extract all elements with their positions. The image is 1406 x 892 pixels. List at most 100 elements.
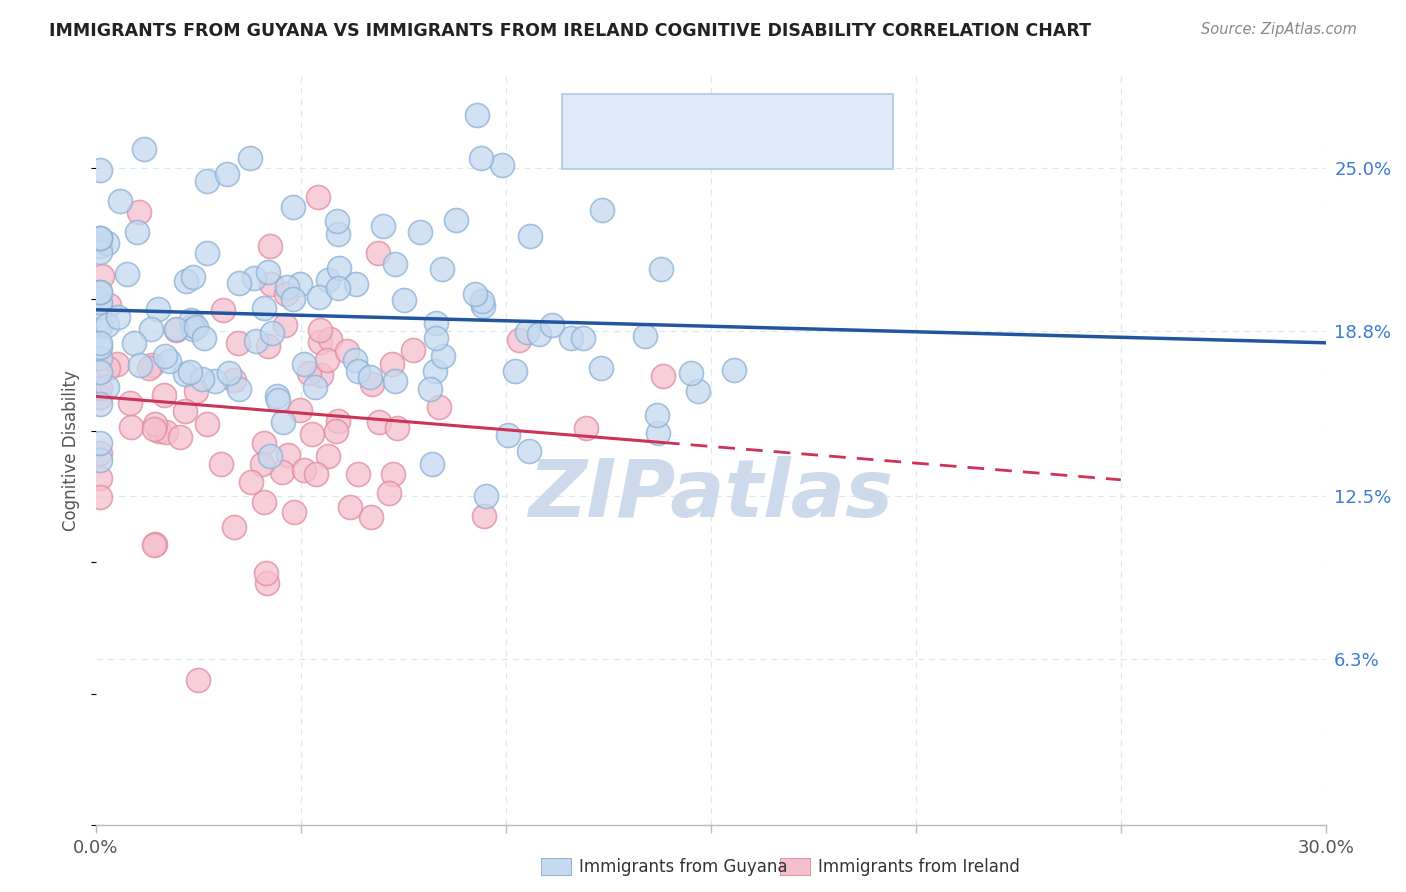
Y-axis label: Cognitive Disability: Cognitive Disability — [62, 370, 80, 531]
Point — [243, 271, 266, 285]
Text: Immigrants from Ireland: Immigrants from Ireland — [818, 858, 1021, 876]
Point — [253, 436, 276, 450]
Point — [89, 471, 111, 485]
Point — [89, 295, 111, 310]
Point — [540, 318, 562, 332]
Point — [527, 327, 550, 342]
Point — [97, 361, 120, 376]
Point — [359, 369, 381, 384]
Point — [181, 269, 204, 284]
Point — [305, 467, 328, 481]
Point — [89, 319, 111, 334]
Point — [120, 396, 142, 410]
Point — [384, 257, 406, 271]
Point — [89, 453, 111, 467]
Point — [187, 673, 209, 688]
Point — [419, 382, 441, 396]
Point — [336, 343, 359, 358]
Point — [339, 500, 361, 515]
Point — [89, 300, 111, 314]
Point — [105, 357, 128, 371]
Point — [290, 277, 312, 292]
Point — [281, 200, 304, 214]
Point — [344, 277, 367, 292]
Text: R =  -0.11   N = 78: R = -0.11 N = 78 — [616, 138, 787, 156]
Point — [89, 381, 111, 395]
Point — [292, 463, 315, 477]
Point — [169, 430, 191, 444]
Point — [326, 213, 349, 227]
Point — [276, 280, 298, 294]
Point — [190, 372, 212, 386]
Point — [498, 427, 520, 442]
Point — [256, 576, 278, 591]
Point — [470, 151, 492, 165]
Point — [378, 486, 401, 500]
Point — [108, 194, 131, 208]
Point — [425, 317, 447, 331]
Point — [89, 351, 111, 365]
Point — [259, 449, 281, 463]
Point — [193, 331, 215, 345]
Point — [138, 361, 160, 376]
Point — [472, 508, 495, 523]
Point — [181, 322, 204, 336]
Point — [89, 285, 111, 300]
Point — [382, 467, 405, 481]
Point — [174, 367, 197, 381]
Point — [465, 108, 488, 122]
Point — [308, 323, 330, 337]
Point — [471, 293, 494, 308]
Point — [309, 335, 332, 350]
Point — [252, 301, 274, 316]
Point — [173, 404, 195, 418]
Point — [96, 235, 118, 250]
Point — [260, 326, 283, 341]
Point — [516, 325, 538, 339]
Point — [89, 446, 111, 460]
Point — [184, 319, 207, 334]
Point — [98, 297, 121, 311]
Point — [328, 281, 350, 295]
Text: Source: ZipAtlas.com: Source: ZipAtlas.com — [1201, 22, 1357, 37]
Point — [259, 239, 281, 253]
Point — [89, 239, 111, 253]
Text: ZIPatlas: ZIPatlas — [529, 457, 893, 534]
Point — [143, 417, 166, 432]
Text: IMMIGRANTS FROM GUYANA VS IMMIGRANTS FROM IRELAND COGNITIVE DISABILITY CORRELATI: IMMIGRANTS FROM GUYANA VS IMMIGRANTS FRO… — [49, 22, 1091, 40]
Point — [326, 414, 349, 428]
Point — [347, 467, 370, 481]
Point — [274, 318, 297, 333]
Point — [475, 488, 498, 502]
Point — [503, 364, 526, 378]
Point — [141, 358, 163, 372]
Point — [253, 494, 276, 508]
Point — [686, 384, 709, 398]
Point — [122, 335, 145, 350]
Point — [240, 475, 263, 490]
Point — [316, 450, 339, 464]
Point — [128, 204, 150, 219]
Point — [239, 151, 262, 165]
Point — [179, 365, 201, 379]
Point — [132, 142, 155, 156]
Point — [89, 397, 111, 411]
Point — [298, 367, 321, 381]
Text: R =  -0.062   N = 113: R = -0.062 N = 113 — [616, 104, 810, 122]
Point — [283, 292, 305, 306]
Point — [186, 384, 208, 399]
Point — [89, 162, 111, 177]
Point — [153, 350, 176, 364]
Point — [146, 301, 169, 316]
Point — [277, 448, 299, 462]
Point — [89, 365, 111, 379]
Point — [409, 225, 432, 239]
Point — [157, 353, 180, 368]
Point — [381, 357, 404, 371]
Point — [89, 285, 111, 300]
Point — [344, 353, 367, 368]
Point — [228, 276, 250, 290]
Point — [591, 361, 613, 376]
Point — [181, 318, 204, 332]
Point — [508, 333, 530, 347]
